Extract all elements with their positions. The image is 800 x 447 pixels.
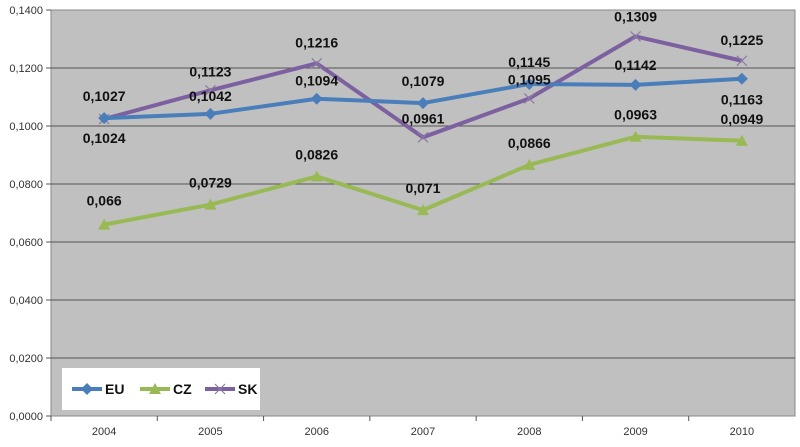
legend: EU CZ SK — [62, 368, 260, 410]
y-tick-label: 0,0200 — [9, 353, 43, 365]
data-label-sk: 0,1225 — [720, 32, 763, 48]
legend-label-cz: CZ — [173, 381, 192, 397]
series-cz — [98, 130, 748, 230]
legend-label-sk: SK — [238, 381, 257, 397]
x-tick-label: 2008 — [517, 426, 541, 438]
data-point-cz — [310, 170, 323, 182]
y-tick-label: 0,0000 — [9, 411, 43, 423]
x-tick-label: 2006 — [304, 426, 328, 438]
data-label-cz: 0,0866 — [508, 135, 551, 151]
data-label-eu: 0,1145 — [508, 54, 550, 70]
data-label-eu: 0,1142 — [615, 57, 657, 73]
data-label-eu: 0,1027 — [83, 88, 126, 104]
data-point-cz — [204, 198, 217, 210]
data-point-eu — [417, 97, 429, 110]
x-tick-label: 2005 — [198, 426, 222, 438]
data-point-eu — [204, 107, 217, 120]
data-point-cz — [98, 218, 111, 230]
data-point-sk — [417, 131, 429, 143]
data-point-cz — [523, 158, 536, 170]
data-label-cz: 0,0949 — [720, 111, 763, 127]
data-label-eu: 0,1163 — [721, 92, 763, 108]
data-point-eu — [98, 112, 111, 125]
y-tick-label: 0,1200 — [9, 63, 43, 75]
y-tick-label: 0,0400 — [9, 295, 43, 307]
data-point-eu — [523, 77, 536, 90]
data-label-sk: 0,0961 — [402, 110, 445, 126]
y-tick-label: 0,0600 — [9, 237, 43, 249]
data-label-cz: 0,071 — [405, 180, 440, 196]
data-point-sk — [311, 57, 323, 69]
series-eu — [98, 72, 748, 125]
data-label-cz: 0,0963 — [614, 107, 657, 123]
data-point-sk — [630, 30, 641, 42]
data-point-sk — [205, 84, 216, 96]
data-label-sk: 0,1024 — [83, 130, 126, 146]
data-point-sk — [523, 93, 535, 104]
x-tick-label: 2004 — [92, 426, 116, 438]
legend-marker-cz — [149, 383, 161, 394]
data-label-cz: 0,0729 — [189, 175, 232, 191]
data-point-cz — [417, 204, 429, 216]
data-point-cz — [629, 130, 642, 142]
data-label-eu: 0,1042 — [189, 88, 232, 104]
series-sk — [98, 30, 748, 143]
data-label-sk: 0,1095 — [508, 71, 551, 87]
legend-marker-sk — [214, 383, 226, 395]
x-tick-label: 2007 — [411, 426, 435, 438]
data-label-cz: 0,0826 — [295, 146, 338, 162]
data-point-sk — [736, 55, 748, 67]
y-tick-label: 0,1400 — [9, 5, 43, 17]
x-tick-label: 2009 — [623, 426, 647, 438]
data-point-eu — [629, 78, 642, 91]
legend-label-eu: EU — [105, 381, 124, 397]
legend-marker-eu — [81, 383, 93, 395]
data-label-sk: 0,1216 — [295, 34, 338, 50]
data-label-cz: 0,066 — [87, 193, 122, 209]
data-label-sk: 0,1123 — [189, 63, 231, 79]
data-point-cz — [735, 134, 748, 146]
data-label-sk: 0,1309 — [614, 8, 657, 24]
x-tick-label: 2010 — [730, 426, 754, 438]
y-tick-label: 0,0800 — [9, 179, 43, 191]
data-point-eu — [310, 92, 323, 105]
data-label-eu: 0,1094 — [295, 73, 338, 89]
data-point-eu — [735, 72, 748, 85]
y-tick-label: 0,1000 — [9, 121, 43, 133]
data-label-eu: 0,1079 — [402, 73, 445, 89]
